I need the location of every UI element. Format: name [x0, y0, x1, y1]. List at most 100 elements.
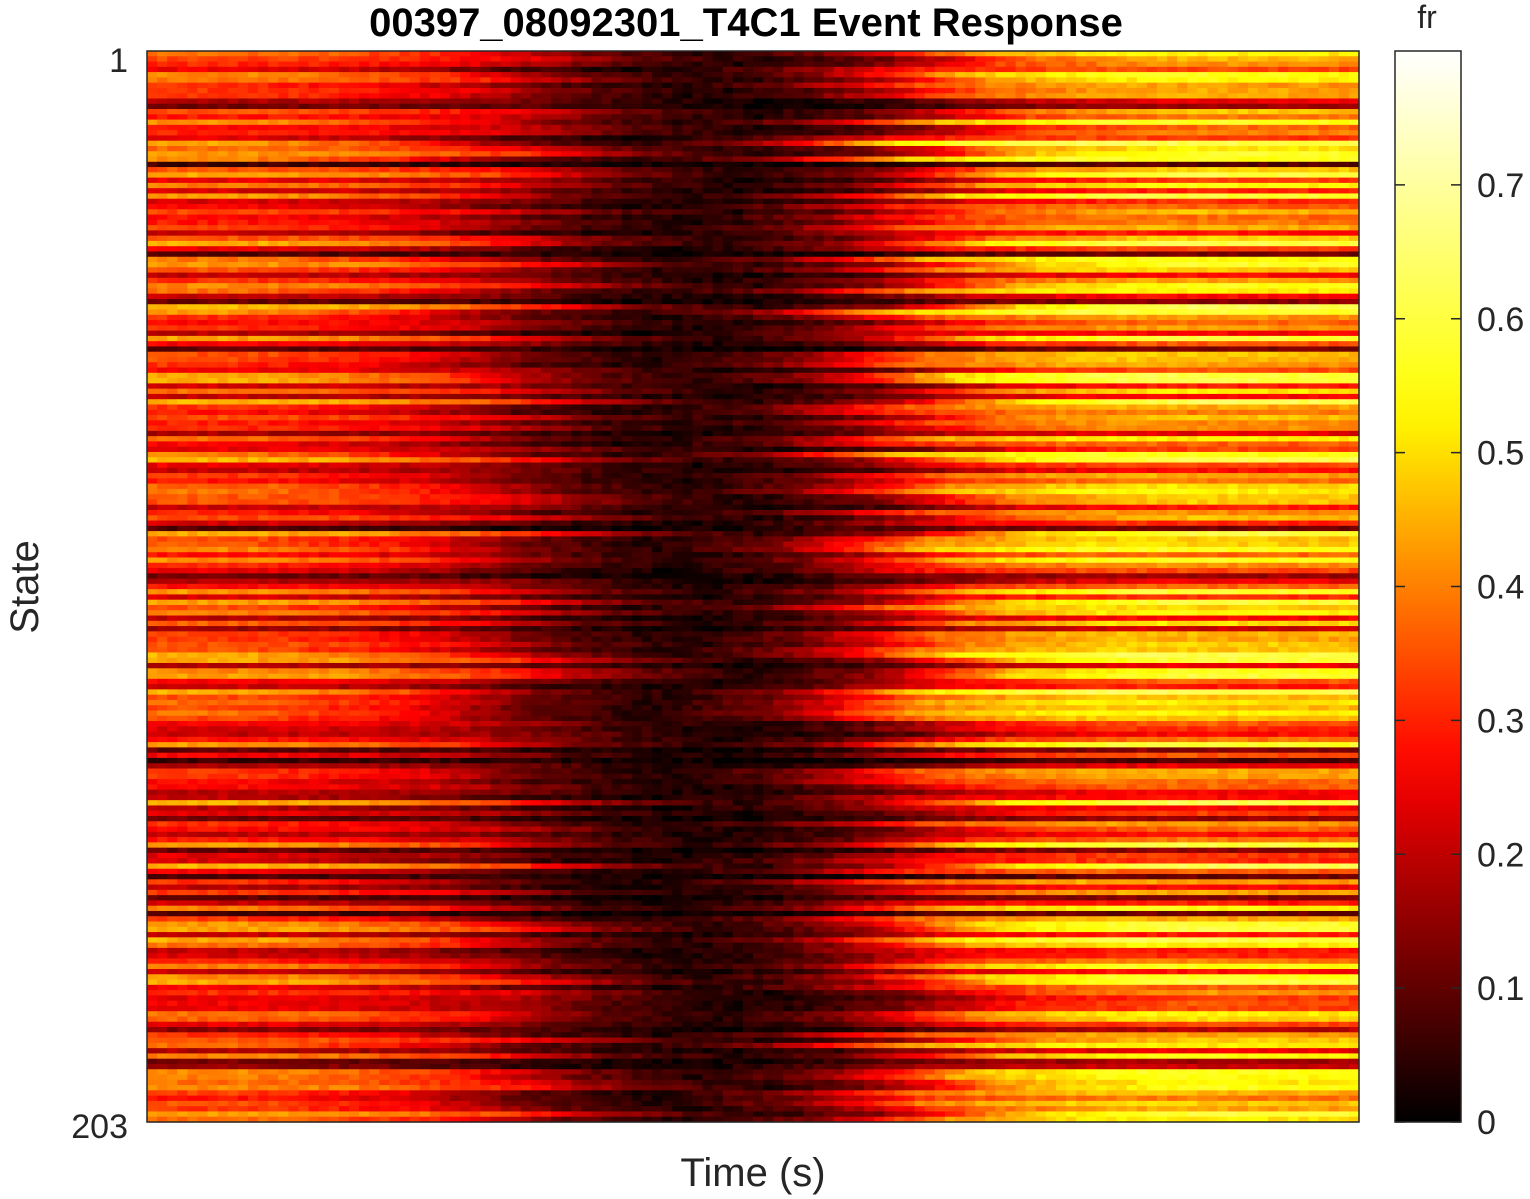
heatmap-cell	[520, 193, 532, 200]
heatmap-cell	[318, 87, 330, 94]
heatmap-cell	[338, 177, 350, 184]
heatmap-cell	[874, 103, 885, 110]
heatmap-cell	[1076, 246, 1087, 253]
heatmap-cell	[1338, 198, 1350, 205]
heatmap-cell	[470, 77, 481, 84]
heatmap-cell	[591, 130, 603, 137]
heatmap-cell	[722, 262, 734, 268]
heatmap-cell	[551, 262, 562, 268]
heatmap-cell	[167, 246, 178, 253]
heatmap-cell	[773, 256, 784, 263]
heatmap-cell	[1167, 172, 1178, 179]
heatmap-cell	[682, 225, 693, 231]
heatmap-cell	[258, 182, 269, 189]
heatmap-cell	[944, 230, 956, 237]
heatmap-cell	[1126, 98, 1138, 105]
heatmap-cell	[227, 267, 239, 274]
heatmap-cell	[237, 204, 249, 210]
heatmap-cell	[338, 119, 350, 126]
heatmap-cell	[460, 182, 471, 189]
heatmap-cell	[672, 103, 683, 110]
heatmap-cell	[460, 98, 471, 105]
heatmap-cell	[914, 103, 926, 110]
heatmap-cell	[1348, 135, 1360, 142]
heatmap-cell	[1126, 209, 1138, 216]
heatmap-cell	[1278, 135, 1289, 142]
heatmap-cell	[793, 235, 805, 242]
heatmap-cell	[894, 140, 906, 147]
heatmap-cell	[1217, 219, 1229, 226]
heatmap-cell	[914, 156, 926, 163]
heatmap-cell	[904, 66, 916, 73]
heatmap-cell	[641, 72, 653, 78]
heatmap-cell	[409, 172, 421, 179]
heatmap-cell	[217, 72, 229, 78]
heatmap-cell	[308, 209, 320, 216]
heatmap-cell	[1338, 103, 1350, 110]
heatmap-cell	[1348, 225, 1360, 231]
heatmap-cell	[934, 82, 946, 89]
heatmap-cell	[965, 262, 976, 268]
heatmap-cell	[157, 214, 168, 221]
heatmap-cell	[217, 87, 229, 94]
heatmap-cell	[1116, 103, 1128, 110]
heatmap-cell	[298, 145, 310, 152]
heatmap-cell	[682, 109, 693, 115]
heatmap-cell	[551, 251, 562, 258]
heatmap-cell	[237, 246, 249, 253]
heatmap-cell	[500, 109, 512, 115]
heatmap-cell	[389, 130, 401, 137]
heatmap-cell	[157, 188, 168, 195]
heatmap-cell	[1197, 124, 1209, 131]
heatmap-cell	[227, 130, 239, 137]
heatmap-cell	[924, 225, 936, 231]
heatmap-cell	[955, 167, 966, 173]
heatmap-cell	[268, 177, 279, 184]
heatmap-cell	[1197, 246, 1209, 253]
heatmap-cell	[1066, 87, 1077, 94]
heatmap-cell	[429, 156, 441, 163]
heatmap-cell	[359, 188, 370, 195]
heatmap-cell	[429, 172, 441, 179]
heatmap-cell	[167, 214, 178, 221]
heatmap-cell	[177, 156, 188, 163]
heatmap-cell	[793, 51, 805, 57]
heatmap-cell	[1136, 209, 1148, 216]
heatmap-cell	[1126, 82, 1138, 89]
heatmap-cell	[278, 61, 289, 68]
heatmap-cell	[177, 98, 188, 105]
heatmap-cell	[1258, 66, 1269, 73]
heatmap-cell	[480, 114, 491, 121]
heatmap-cell	[530, 262, 542, 268]
heatmap-cell	[1298, 161, 1310, 168]
heatmap-cell	[1288, 66, 1299, 73]
heatmap-cell	[722, 204, 734, 210]
heatmap-cell	[258, 246, 269, 253]
heatmap-cell	[934, 256, 946, 263]
heatmap-cell	[248, 56, 259, 63]
heatmap-cell	[1146, 156, 1158, 163]
heatmap-cell	[965, 235, 976, 242]
heatmap-cell	[813, 262, 825, 268]
heatmap-cell	[540, 151, 552, 158]
heatmap-cell	[288, 66, 300, 73]
heatmap-cell	[278, 114, 289, 121]
heatmap-cell	[1126, 61, 1138, 68]
heatmap-cell	[1348, 251, 1360, 258]
heatmap-cell	[1278, 188, 1289, 195]
heatmap-cell	[793, 219, 805, 226]
heatmap-cell	[581, 114, 592, 121]
heatmap-cell	[712, 135, 724, 142]
heatmap-cell	[803, 114, 815, 121]
heatmap-cell	[1157, 156, 1168, 163]
heatmap-cell	[601, 61, 613, 68]
heatmap-cell	[268, 66, 279, 73]
heatmap-cell	[793, 151, 805, 158]
heatmap-cell	[338, 161, 350, 168]
heatmap-cell	[338, 182, 350, 189]
heatmap-cell	[399, 267, 411, 274]
heatmap-cell	[904, 93, 916, 100]
heatmap-cell	[1187, 51, 1198, 57]
heatmap-cell	[369, 82, 380, 89]
heatmap-cell	[944, 124, 956, 131]
